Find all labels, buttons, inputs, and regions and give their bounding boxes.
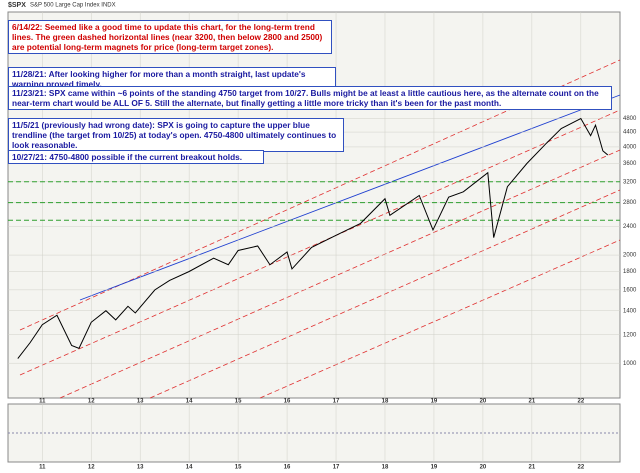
annotation: 11/5/21 (previously had wrong date): SPX…	[8, 118, 344, 152]
chart-title: $SPX	[8, 2, 26, 9]
y-tick-label: 1200	[623, 332, 637, 338]
annotation: 6/14/22: Seemed like a good time to upda…	[8, 20, 332, 54]
x-tick-label: 15	[235, 399, 242, 405]
x-tick-label: 16	[284, 465, 291, 471]
x-tick-label: 13	[137, 399, 144, 405]
x-tick-label: 14	[186, 399, 193, 405]
x-tick-label: 12	[88, 465, 95, 471]
x-tick-label: 22	[577, 465, 584, 471]
x-tick-label: 16	[284, 399, 291, 405]
y-tick-label: 2000	[623, 253, 637, 259]
x-tick-label: 18	[382, 399, 389, 405]
x-tick-label: 18	[382, 465, 389, 471]
y-tick-label: 3600	[623, 161, 637, 167]
x-tick-label: 14	[186, 465, 193, 471]
annotation: 10/27/21: 4750-4800 possible if the curr…	[8, 150, 264, 164]
x-tick-label: 11	[39, 465, 46, 471]
x-tick-label: 22	[577, 399, 584, 405]
x-tick-label: 12	[88, 399, 95, 405]
y-tick-label: 1400	[623, 308, 637, 314]
annotation: 11/23/21: SPX came within ~6 points of t…	[8, 86, 612, 110]
x-tick-label: 17	[333, 399, 340, 405]
x-tick-label: 17	[333, 465, 340, 471]
y-tick-label: 2400	[623, 224, 637, 230]
x-tick-label: 20	[480, 399, 487, 405]
blue-trend-line	[79, 94, 621, 301]
y-tick-label: 3200	[623, 179, 637, 185]
x-tick-label: 19	[431, 399, 438, 405]
x-tick-label: 11	[39, 399, 46, 405]
x-tick-label: 15	[235, 465, 242, 471]
y-tick-label: 4400	[623, 130, 637, 136]
x-tick-label: 21	[529, 399, 536, 405]
y-tick-label: 1800	[623, 269, 637, 275]
price-line	[17, 117, 609, 359]
y-tick-label: 1600	[623, 287, 637, 293]
y-tick-label: 2800	[623, 200, 637, 206]
x-tick-label: 13	[137, 465, 144, 471]
x-tick-label: 19	[431, 465, 438, 471]
x-tick-label: 20	[480, 465, 487, 471]
y-tick-label: 1000	[623, 361, 637, 367]
chart-subtitle: S&P 500 Large Cap Index INDX	[30, 3, 116, 9]
y-tick-label: 4000	[623, 145, 637, 151]
y-tick-label: 4800	[623, 116, 637, 122]
x-tick-label: 21	[529, 465, 536, 471]
